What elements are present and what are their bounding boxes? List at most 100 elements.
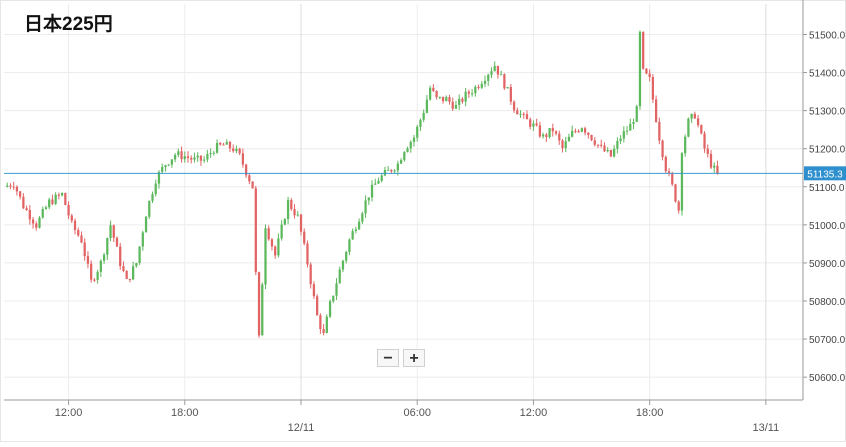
candle — [177, 148, 180, 158]
candle — [132, 261, 135, 281]
candle-body — [516, 110, 519, 115]
candle — [425, 94, 429, 114]
candle-body — [306, 243, 309, 265]
candle — [9, 183, 12, 190]
candle-body — [590, 134, 593, 141]
candle — [274, 245, 277, 259]
candle-body — [600, 144, 603, 146]
y-tick-label: 51300.0 — [809, 107, 846, 118]
candle-body — [496, 65, 500, 75]
candle-body — [419, 119, 422, 127]
candle — [354, 226, 358, 234]
candle — [525, 110, 529, 120]
candle-body — [338, 269, 341, 284]
candle-body — [587, 132, 590, 135]
candle-body — [483, 80, 487, 84]
candle-body — [445, 97, 448, 102]
candle — [429, 85, 432, 101]
candle — [125, 270, 128, 280]
candle — [470, 89, 474, 97]
zoom-in-button[interactable]: + — [403, 349, 425, 367]
candle — [461, 97, 464, 104]
candle-body — [64, 192, 67, 205]
candle-body — [164, 165, 167, 168]
candle — [674, 183, 677, 203]
candle — [225, 139, 228, 145]
candle — [190, 155, 193, 164]
x-tick-label: 18:00 — [171, 407, 199, 419]
candle — [215, 139, 219, 154]
candle-body — [432, 87, 435, 91]
candle-body — [416, 126, 419, 138]
candle — [635, 104, 638, 123]
candle — [22, 193, 25, 210]
candle-body — [580, 128, 583, 132]
candle-body — [651, 76, 655, 100]
candle-body — [316, 296, 319, 316]
grid — [4, 4, 803, 400]
candle-body — [31, 219, 35, 224]
candle-body — [332, 295, 335, 302]
y-tick-label: 51000.0 — [809, 221, 846, 232]
candle — [693, 111, 696, 119]
candle-body — [193, 157, 196, 160]
candle-body — [328, 301, 332, 317]
candle — [467, 89, 471, 98]
candle-body — [451, 101, 454, 109]
candle — [538, 121, 542, 139]
candle — [170, 159, 174, 168]
candle-body — [122, 266, 125, 271]
candle — [299, 213, 303, 236]
candle-body — [387, 169, 390, 171]
candle-body — [412, 137, 416, 142]
candle-body — [480, 83, 483, 88]
candle — [48, 197, 51, 210]
candle-body — [244, 164, 248, 176]
candle — [696, 114, 700, 128]
candle — [19, 190, 22, 200]
candle-body — [38, 217, 41, 228]
candle-body — [364, 200, 367, 214]
candle — [173, 152, 177, 163]
candle — [6, 182, 9, 188]
candle-body — [535, 123, 538, 126]
y-tick-label: 51100.0 — [809, 183, 845, 194]
candle-body — [632, 121, 635, 124]
candle — [567, 133, 571, 142]
candle — [151, 191, 154, 204]
candle-body — [138, 246, 141, 263]
candle — [638, 30, 642, 110]
candle — [106, 237, 109, 261]
candle — [309, 262, 312, 289]
candle — [377, 177, 380, 184]
candle-body — [399, 160, 403, 164]
candle — [512, 100, 516, 113]
candle — [290, 198, 293, 211]
candle — [196, 152, 199, 162]
candle-body — [99, 260, 102, 272]
candle — [109, 220, 112, 242]
candle-body — [393, 170, 396, 172]
zoom-out-button[interactable]: − — [377, 349, 399, 367]
candle-body — [622, 131, 625, 139]
candle-body — [157, 171, 161, 184]
candle-body — [341, 260, 345, 270]
candle — [261, 282, 264, 336]
candle — [574, 128, 577, 134]
candle — [73, 218, 77, 235]
candle — [12, 181, 15, 190]
candle-body — [700, 125, 703, 134]
candle-body — [86, 256, 90, 264]
candle — [164, 164, 167, 172]
candle — [703, 131, 706, 153]
candle-body — [348, 239, 351, 252]
candle — [325, 314, 328, 334]
candle-body — [658, 121, 661, 141]
candle — [232, 144, 235, 153]
candle-body — [115, 237, 119, 247]
candle — [112, 224, 115, 243]
candle — [451, 97, 454, 111]
candle-body — [25, 208, 28, 211]
candle-body — [661, 140, 664, 158]
candle-body — [687, 118, 690, 137]
